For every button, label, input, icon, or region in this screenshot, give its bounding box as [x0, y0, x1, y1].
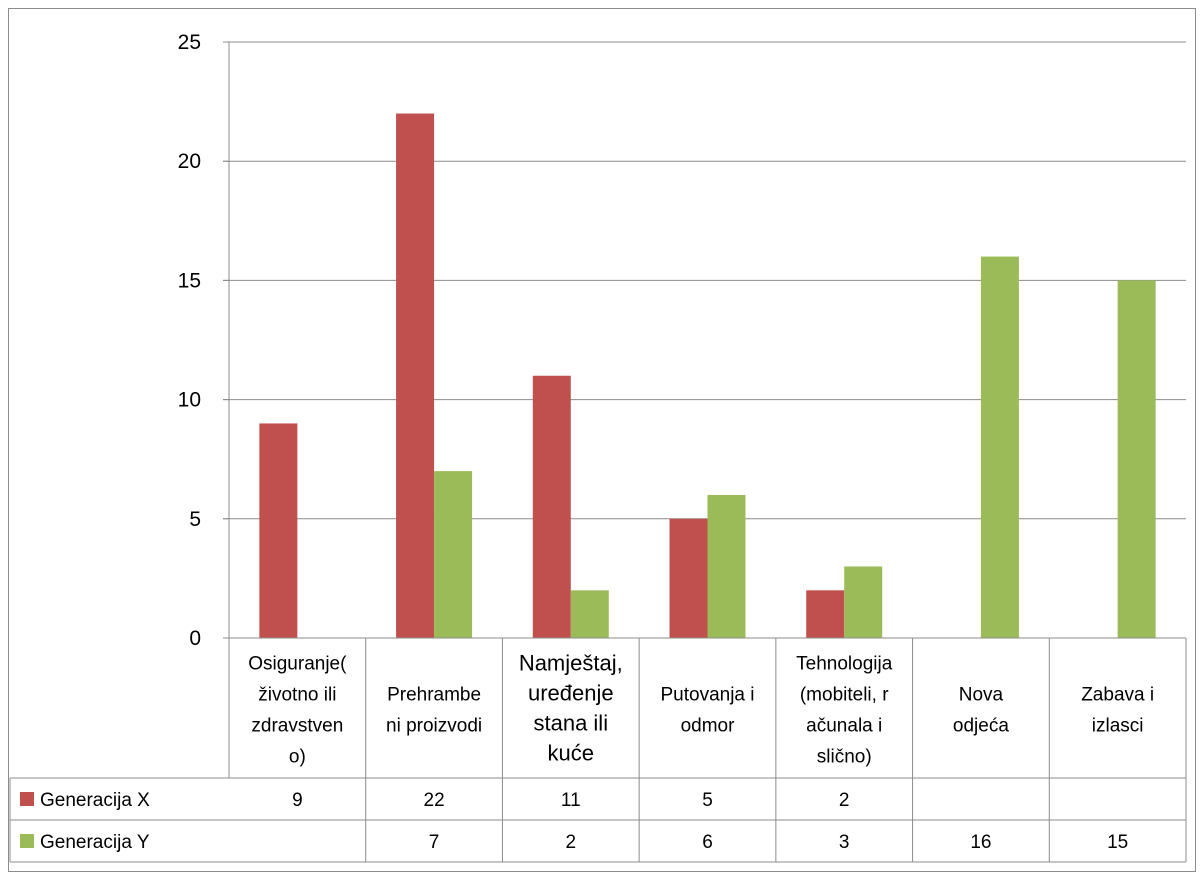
bar-gen-x-0 — [259, 423, 298, 638]
y-tick-label: 10 — [178, 389, 201, 412]
y-tick-label: 15 — [178, 269, 201, 292]
y-tick-label: 0 — [189, 627, 201, 650]
data-label: 15 — [1107, 832, 1128, 853]
bar-gen-y-1 — [434, 471, 473, 638]
bar-gen-x-2 — [532, 375, 571, 638]
bar-gen-x-4 — [806, 590, 845, 638]
bar-gen-y-2 — [570, 590, 609, 638]
y-tick-label: 5 — [189, 508, 201, 531]
category-label: Namještaj, uređenje stana ili kuće — [519, 651, 623, 766]
legend-label: Generacija X — [40, 790, 150, 811]
category-label: Nova odjeća — [953, 684, 1009, 736]
data-label: 16 — [970, 832, 991, 853]
data-label: 11 — [561, 790, 581, 811]
category-label: Zabava i izlasci — [1081, 684, 1154, 736]
data-label: 3 — [839, 832, 850, 853]
data-label: 22 — [424, 790, 445, 811]
data-label: 9 — [292, 790, 303, 811]
y-tick-label: 25 — [178, 31, 201, 54]
legend-label: Generacija Y — [40, 832, 150, 853]
data-label: 7 — [429, 832, 440, 853]
bar-gen-x-1 — [396, 113, 435, 638]
legend-swatch-gen-y — [20, 834, 34, 848]
bar-gen-y-5 — [980, 256, 1019, 638]
category-label: Osiguranje(životno ili zdravstven o) — [248, 653, 347, 767]
category-label: Putovanja i odmor — [660, 684, 754, 736]
data-label: 2 — [839, 790, 850, 811]
category-label: Prehrambe ni proizvodi — [386, 684, 482, 736]
legend-swatch-gen-x — [20, 792, 34, 806]
category-label: Tehnologija (mobiteli, r ačunala i slično) — [796, 653, 893, 767]
bar-gen-y-6 — [1117, 280, 1156, 638]
bar-gen-y-3 — [707, 494, 746, 638]
bar-gen-x-3 — [669, 518, 708, 638]
y-tick-label: 20 — [178, 150, 201, 173]
data-label: 5 — [702, 790, 713, 811]
data-label: 6 — [702, 832, 713, 853]
data-label: 2 — [565, 832, 576, 853]
bar-gen-y-4 — [844, 566, 883, 638]
